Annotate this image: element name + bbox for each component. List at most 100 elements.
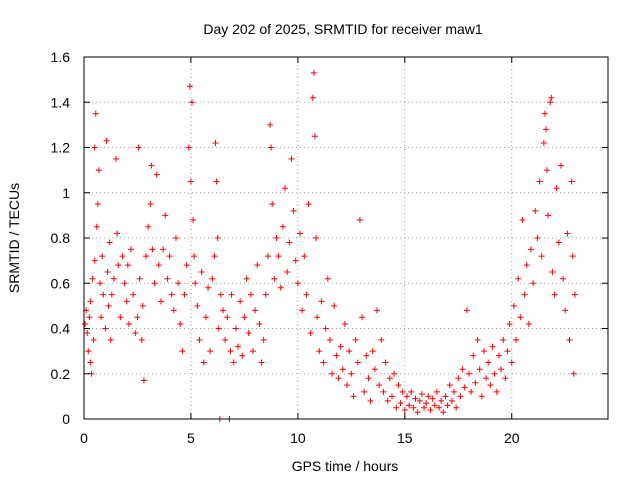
data-point xyxy=(138,336,145,343)
x-tick-label: 5 xyxy=(187,430,195,446)
data-point xyxy=(128,246,135,253)
data-point xyxy=(284,268,291,275)
data-point xyxy=(148,162,155,169)
data-point xyxy=(421,404,428,411)
data-point xyxy=(453,404,460,411)
data-point xyxy=(388,393,395,400)
y-tick-label: 1 xyxy=(62,185,70,201)
data-point xyxy=(192,280,199,287)
data-point xyxy=(528,246,535,253)
data-point xyxy=(268,144,275,151)
data-point xyxy=(107,336,114,343)
data-point xyxy=(365,375,372,382)
data-point xyxy=(371,366,378,373)
data-point xyxy=(269,201,276,208)
data-point xyxy=(299,307,306,314)
data-point xyxy=(181,291,188,298)
data-point xyxy=(147,201,154,208)
data-point xyxy=(555,239,562,246)
data-point xyxy=(380,388,387,395)
data-point xyxy=(294,280,301,287)
data-point xyxy=(356,216,363,223)
data-point xyxy=(359,314,366,321)
x-tick-label: 10 xyxy=(290,430,306,446)
data-point xyxy=(297,230,304,237)
data-point xyxy=(557,162,564,169)
data-point xyxy=(117,314,124,321)
data-point xyxy=(472,379,479,386)
data-point xyxy=(476,366,483,373)
data-point xyxy=(110,275,117,282)
data-point xyxy=(245,330,252,337)
data-point xyxy=(99,253,106,260)
data-point xyxy=(322,325,329,332)
data-point xyxy=(93,223,100,230)
data-point xyxy=(500,336,507,343)
data-point xyxy=(153,171,160,178)
data-point xyxy=(553,185,560,192)
data-point xyxy=(367,397,374,404)
data-point xyxy=(134,314,141,321)
y-tick-label: 1.2 xyxy=(51,140,71,156)
data-point xyxy=(504,348,511,355)
data-point xyxy=(427,406,434,413)
data-point xyxy=(403,393,410,400)
data-point xyxy=(354,359,361,366)
data-point xyxy=(95,167,102,174)
data-point xyxy=(564,230,571,237)
data-point xyxy=(316,348,323,355)
data-point xyxy=(212,139,219,146)
data-point xyxy=(568,178,575,185)
data-point xyxy=(224,314,231,321)
data-point xyxy=(230,359,237,366)
data-point xyxy=(260,336,267,343)
data-point xyxy=(164,275,171,282)
data-point xyxy=(104,268,111,275)
data-point xyxy=(493,388,500,395)
data-point xyxy=(214,235,221,241)
data-point xyxy=(106,239,113,246)
chart-title: Day 202 of 2025, SRMTID for receiver maw… xyxy=(203,21,483,37)
y-tick-label: 0.2 xyxy=(51,366,71,382)
data-point xyxy=(386,375,393,382)
data-point xyxy=(502,375,509,382)
data-point xyxy=(217,291,224,298)
data-point xyxy=(301,253,308,260)
data-point xyxy=(515,275,522,282)
data-point xyxy=(185,144,192,151)
data-point xyxy=(562,307,569,314)
data-point xyxy=(487,382,494,389)
data-point xyxy=(213,178,220,185)
data-point xyxy=(542,126,549,133)
data-point xyxy=(451,388,458,395)
data-point xyxy=(461,384,468,391)
data-point xyxy=(179,348,186,355)
data-point xyxy=(489,343,496,350)
x-tick-label: 20 xyxy=(504,430,520,446)
y-axis-label: SRMTID / TECUs xyxy=(6,183,22,293)
data-point xyxy=(337,343,344,350)
data-point xyxy=(168,291,175,298)
data-point xyxy=(194,302,201,309)
data-point xyxy=(436,404,443,411)
plot-frame xyxy=(83,56,609,420)
data-point xyxy=(341,320,348,327)
data-point xyxy=(271,275,278,282)
grid-lines xyxy=(84,57,608,419)
data-point xyxy=(211,253,218,260)
data-point xyxy=(189,99,196,106)
data-point xyxy=(544,167,551,174)
data-point xyxy=(525,320,532,327)
data-point xyxy=(121,280,128,287)
data-point xyxy=(87,298,94,305)
data-point xyxy=(348,370,355,377)
tick-labels: 0 0.2 0.4 0.6 0.8 1 1.2 1.4 1.6 0 5 10 15 20 xyxy=(51,49,520,446)
data-point xyxy=(320,359,327,366)
data-point xyxy=(465,370,472,377)
data-point xyxy=(123,298,130,305)
data-point xyxy=(483,375,490,382)
data-point xyxy=(207,348,214,355)
data-point xyxy=(273,235,280,241)
x-tick-label: 0 xyxy=(80,430,88,446)
data-point xyxy=(311,133,318,140)
